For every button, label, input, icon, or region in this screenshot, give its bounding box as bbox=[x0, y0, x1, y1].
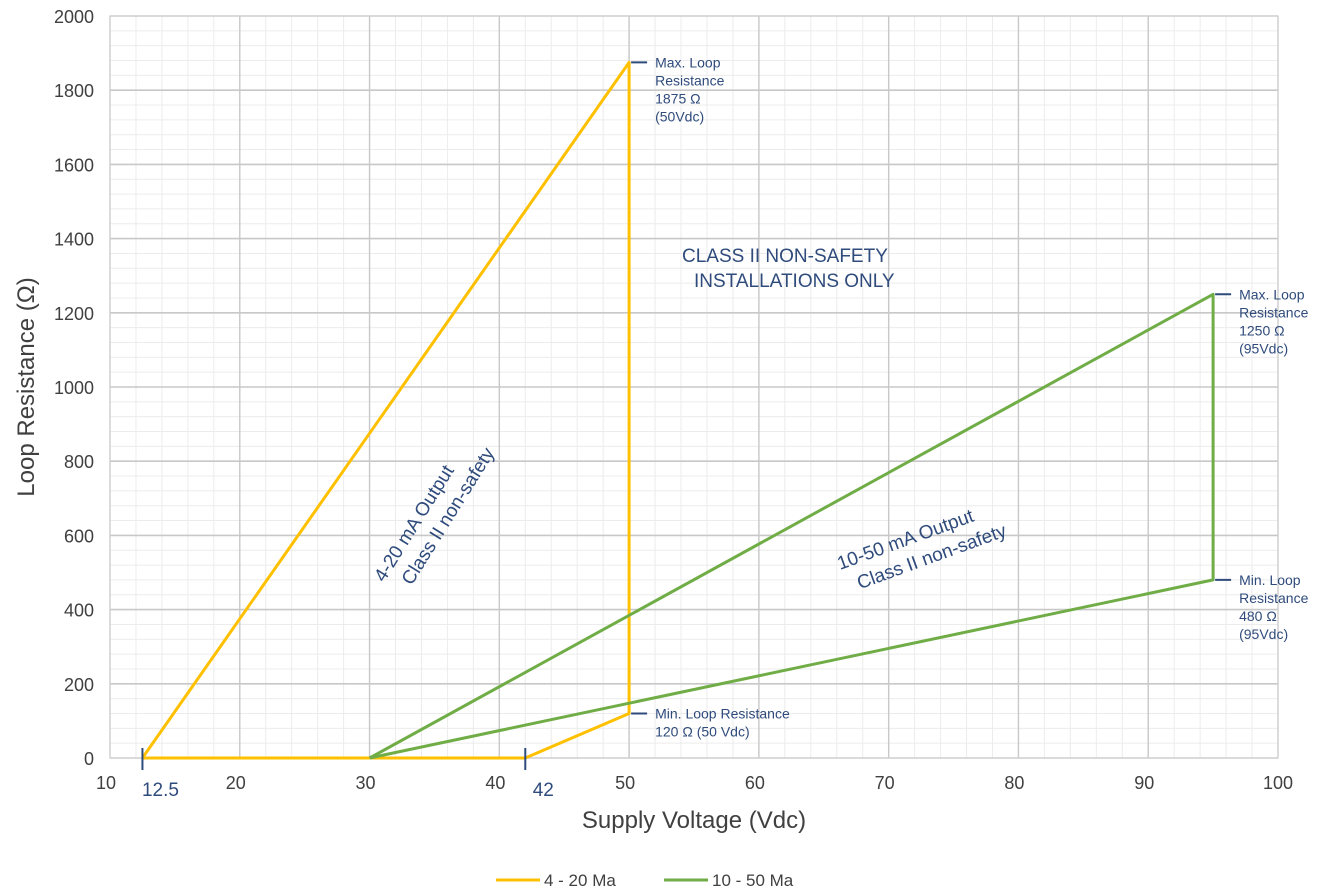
annotation-line: Max. Loop bbox=[655, 54, 721, 70]
y-tick-label: 1400 bbox=[54, 230, 94, 250]
series-line bbox=[141, 60, 631, 760]
annotation-line: 120 Ω (50 Vdc) bbox=[655, 723, 750, 739]
annotation-line: Resistance bbox=[1239, 304, 1308, 320]
series-line bbox=[368, 292, 1215, 760]
series-lines bbox=[141, 60, 1215, 760]
annotation-label: Max. Loop Resistance 1875 Ω (50Vdc) bbox=[655, 54, 724, 124]
x-tick-label: 100 bbox=[1263, 773, 1293, 793]
x-tick-label: 70 bbox=[875, 773, 895, 793]
annotation-line: 1250 Ω bbox=[1239, 322, 1285, 338]
y-tick-label: 2000 bbox=[54, 7, 94, 27]
y-tick-label: 0 bbox=[84, 749, 94, 769]
annotation-line: 1875 Ω bbox=[655, 90, 701, 106]
x-tick-label: 20 bbox=[226, 773, 246, 793]
x-axis-label: Supply Voltage (Vdc) bbox=[582, 807, 806, 834]
y-tick-label: 800 bbox=[64, 452, 94, 472]
annotation-line: Resistance bbox=[1239, 590, 1308, 606]
y-tick-labels: 0 200 400 600 800 1000 1200 1400 1600 1800 2000 bbox=[54, 7, 94, 769]
region-labels: CLASS II NON-SAFETY INSTALLATIONS ONLY 4-2… bbox=[370, 246, 1010, 598]
y-tick-label: 1200 bbox=[54, 304, 94, 324]
y-tick-label: 600 bbox=[64, 526, 94, 546]
annotation-line: (95Vdc) bbox=[1239, 340, 1288, 356]
annotation-line: (50Vdc) bbox=[655, 108, 704, 124]
x-tick-label: 40 bbox=[485, 773, 505, 793]
annotation-label: Max. Loop Resistance 1250 Ω (95Vdc) bbox=[1239, 286, 1308, 356]
annotation-line: Min. Loop Resistance bbox=[655, 705, 790, 721]
x-marker-label: 42 bbox=[533, 780, 554, 801]
legend: 4 - 20 Ma 10 - 50 Ma bbox=[496, 871, 794, 890]
legend-label: 4 - 20 Ma bbox=[544, 871, 616, 890]
annotation-label: Min. Loop Resistance 480 Ω (95Vdc) bbox=[1239, 572, 1308, 642]
x-tick-label: 10 bbox=[96, 773, 116, 793]
region-label: 4-20 mA OutputClass II non-safety bbox=[370, 430, 499, 598]
region-label-line: INSTALLATIONS ONLY bbox=[694, 271, 895, 292]
annotation-label: Min. Loop Resistance 120 Ω (50 Vdc) bbox=[655, 705, 790, 739]
y-tick-label: 1000 bbox=[54, 378, 94, 398]
annotation-line: 480 Ω bbox=[1239, 608, 1277, 624]
x-marker-label: 12.5 bbox=[142, 780, 179, 801]
x-markers: 12.5 42 bbox=[141, 748, 554, 801]
x-tick-label: 90 bbox=[1134, 773, 1154, 793]
legend-label: 10 - 50 Ma bbox=[712, 871, 794, 890]
x-tick-label: 60 bbox=[745, 773, 765, 793]
y-tick-label: 1600 bbox=[54, 155, 94, 175]
region-label: CLASS II NON-SAFETY INSTALLATIONS ONLY bbox=[682, 246, 895, 292]
y-tick-label: 1800 bbox=[54, 81, 94, 101]
x-tick-label: 80 bbox=[1004, 773, 1024, 793]
y-tick-label: 400 bbox=[64, 601, 94, 621]
x-tick-label: 30 bbox=[356, 773, 376, 793]
annotation-line: Resistance bbox=[655, 72, 724, 88]
annotation-line: Min. Loop bbox=[1239, 572, 1301, 588]
y-axis-label: Loop Resistance (Ω) bbox=[13, 277, 40, 496]
plot-border bbox=[109, 15, 1279, 759]
y-tick-label: 200 bbox=[64, 675, 94, 695]
major-grid bbox=[109, 15, 1279, 759]
annotation-line: (95Vdc) bbox=[1239, 626, 1288, 642]
region-label-line: CLASS II NON-SAFETY bbox=[682, 246, 888, 267]
x-tick-label: 50 bbox=[615, 773, 635, 793]
region-label: 10-50 mA OutputClass II non-safety bbox=[835, 497, 1010, 598]
annotation-line: Max. Loop bbox=[1239, 286, 1305, 302]
annotations: Max. Loop Resistance 1875 Ω (50Vdc) Min. Loo… bbox=[631, 54, 1309, 739]
x-tick-labels: 10 20 30 40 50 60 70 80 90 100 bbox=[96, 773, 1293, 793]
